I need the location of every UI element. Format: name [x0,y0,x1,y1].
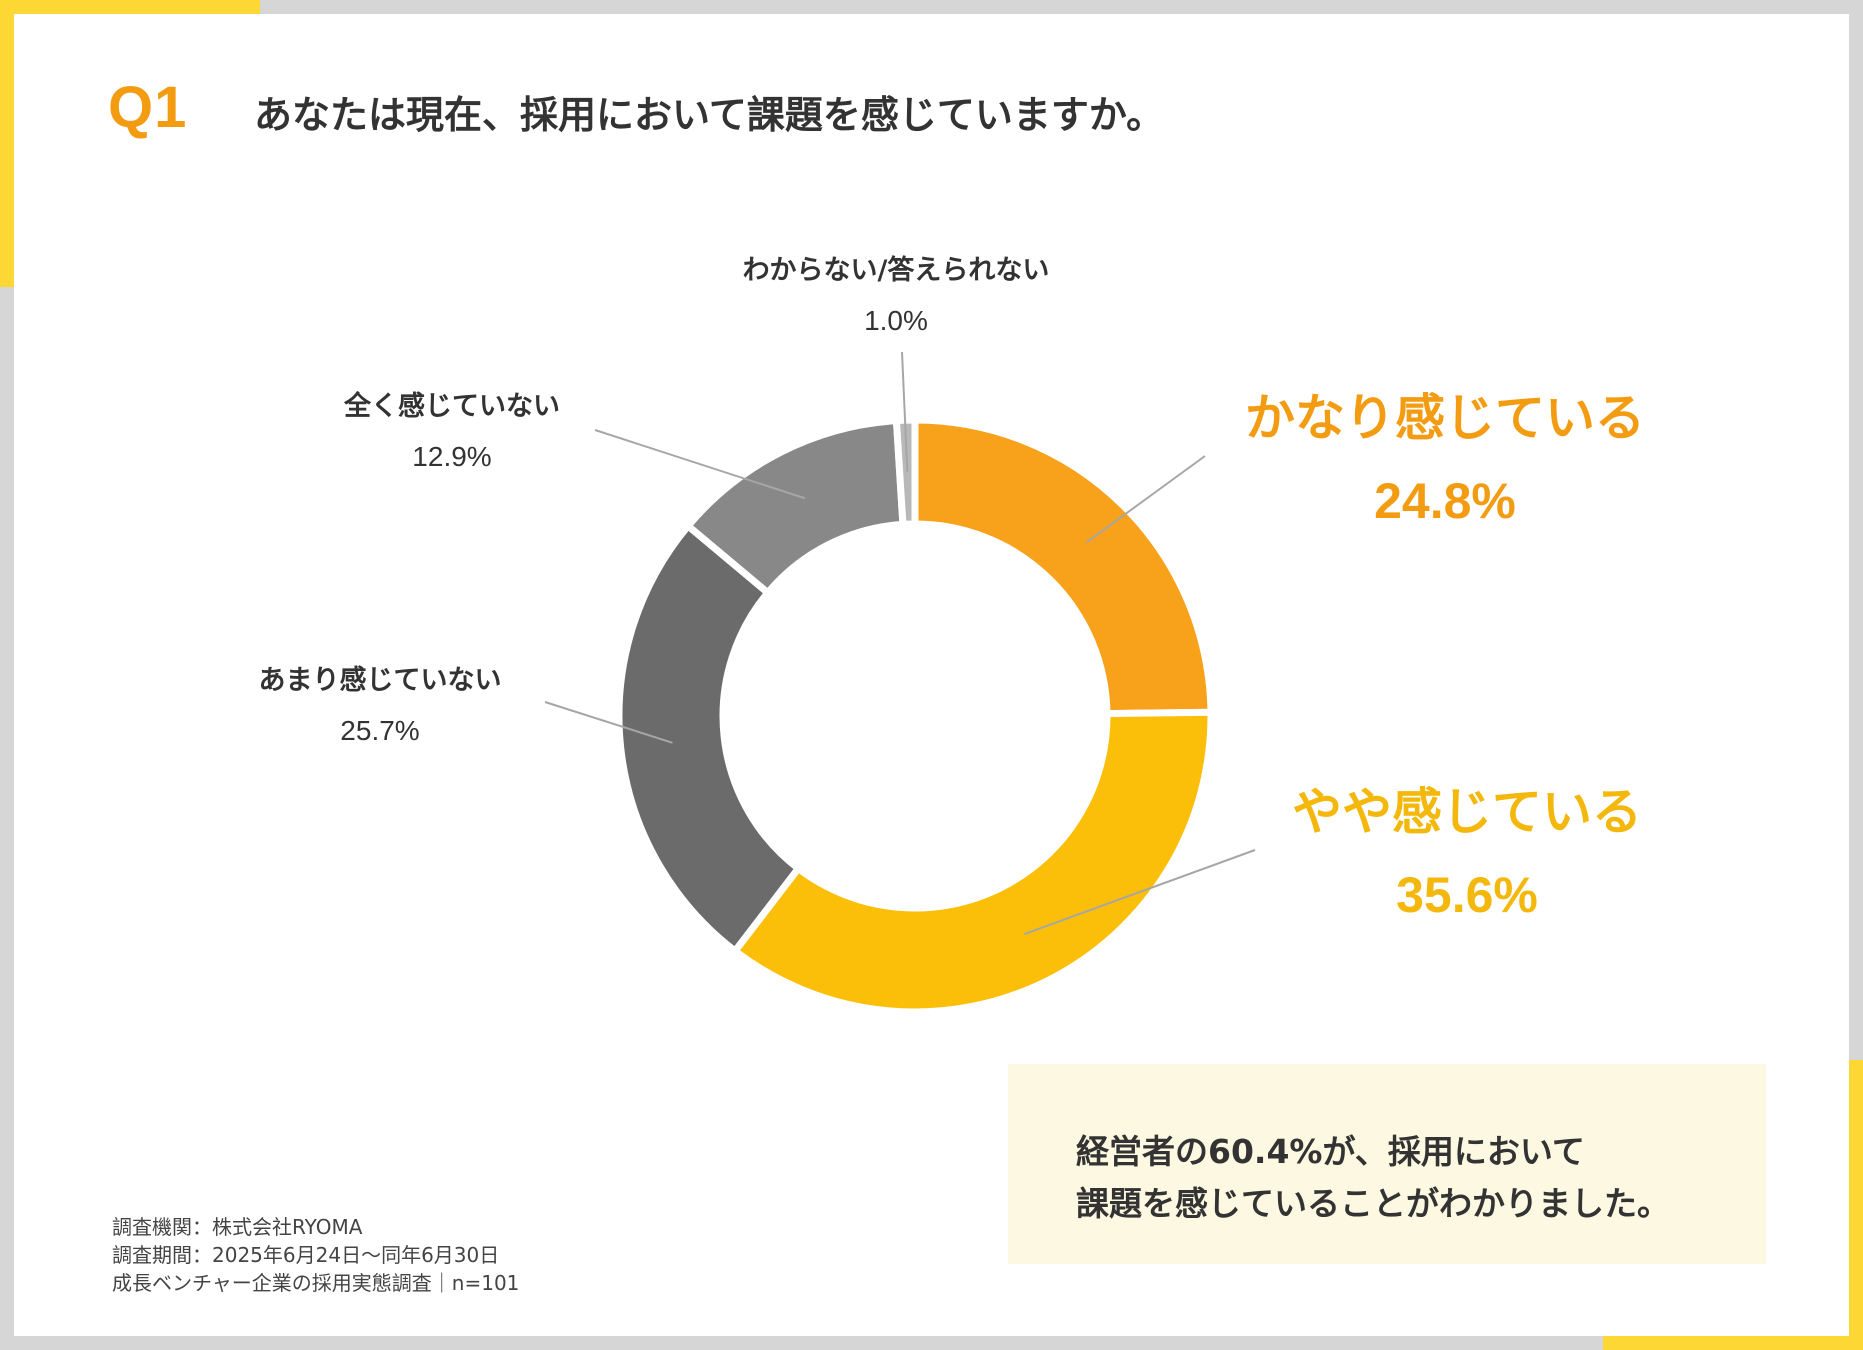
slice-value-label: 35.6% [1396,867,1538,923]
donut-slice-2 [615,520,804,956]
slice-category-label: かなり感じている [1245,389,1645,447]
leader-line-2 [544,701,673,744]
question-title: あなたは現在、採用において課題を感じていますか。 [254,93,1165,137]
slice-value-label: 1.0% [864,305,928,336]
donut-slice-0 [911,416,1215,718]
summary-text: 経営者の60.4%が、採用において 課題を感じていることがわかりました。 [1076,1126,1670,1230]
slice-value-label: 24.8% [1374,473,1516,529]
slice-label-1: やや感じている 35.6% [1292,772,1642,924]
leader-line-0 [1085,455,1206,544]
donut-slice-4 [892,416,919,529]
donut-slice-1 [730,708,1215,1016]
slice-category-label: 全く感じていない [344,391,560,422]
slice-value-label: 25.7% [340,715,420,746]
source-line-1: 調査機関：株式会社RYOMA [112,1215,363,1239]
slice-label-4: わからない/答えられない 1.0% [743,248,1050,337]
slice-category-label: あまり感じていない [258,665,502,696]
slice-value-label: 12.9% [412,441,492,472]
leader-line-1 [1024,849,1256,936]
slice-label-3: 全く感じていない 12.9% [344,384,560,473]
slice-category-label: やや感じている [1292,783,1642,841]
slice-category-label: わからない/答えられない [742,255,1050,286]
source-note: 調査機関：株式会社RYOMA 調査期間：2025年6月24日～同年6月30日 成… [112,1213,519,1297]
summary-line-1: 経営者の60.4%が、採用において [1076,1132,1585,1171]
slice-label-2: あまり感じていない 25.7% [259,658,502,747]
slice-label-0: かなり感じている 24.8% [1245,378,1645,530]
leader-line-4 [901,351,909,473]
question-number: Q1 [108,75,188,140]
leader-line-3 [594,429,806,500]
leader-lines [544,351,1256,936]
source-line-3: 成長ベンチャー企業の採用実態調査｜n=101 [112,1271,520,1295]
donut-slices [615,416,1215,1016]
source-line-2: 調査期間：2025年6月24日～同年6月30日 [112,1243,500,1267]
summary-line-2: 課題を感じていることがわかりました。 [1076,1184,1670,1223]
summary-box: 経営者の60.4%が、採用において 課題を感じていることがわかりました。 [1008,1064,1766,1264]
